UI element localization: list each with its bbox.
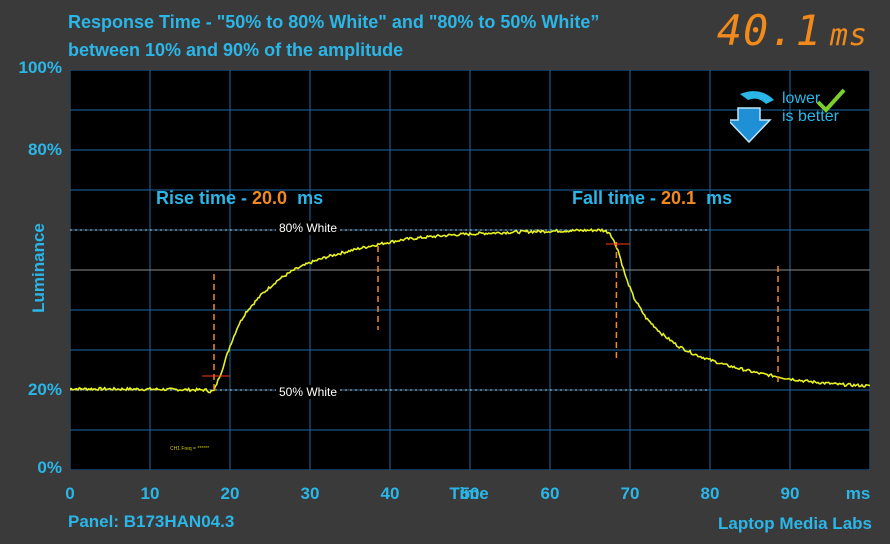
x-tick-label: 0 xyxy=(65,484,75,503)
panel-model: Panel: B173HAN04.3 xyxy=(68,512,235,531)
plot-area: Rise time - 20.0 ms Fall time - 20.1 ms … xyxy=(70,70,870,470)
total-response-time: 40.1 ms xyxy=(717,6,868,55)
scope-note: CH1 Freq = ****** xyxy=(170,446,210,452)
ref-label-80-white: 80% White xyxy=(276,221,341,235)
fall-time-text: Fall time - xyxy=(572,188,662,208)
down-arrow-check-icon xyxy=(730,91,774,144)
chart-title-line1: Response Time - "50% to 80% White" and "… xyxy=(68,12,600,32)
total-value: 40.1 xyxy=(716,6,822,55)
fall-time-value: 20.1 xyxy=(661,188,697,208)
chart-title: Response Time - "50% to 80% White" and "… xyxy=(68,8,708,64)
brand-label: Laptop Media Labs xyxy=(718,514,872,533)
x-tick-label: 90 xyxy=(780,484,800,503)
x-tick-label: 70 xyxy=(620,484,640,503)
rise-time-label: Rise time - 20.0 ms xyxy=(156,188,323,209)
signal-trace xyxy=(70,227,870,394)
fall-time-label: Fall time - 20.1 ms xyxy=(572,188,732,209)
y-tick-20: 20% xyxy=(27,380,62,399)
badge-text: lower is better xyxy=(782,90,839,126)
response-chart-svg xyxy=(70,70,870,470)
chart-title-line2: between 10% and 90% of the amplitude xyxy=(68,40,404,60)
badge-line2: is better xyxy=(782,108,839,125)
x-axis-unit: ms xyxy=(845,484,871,503)
x-tick-label: 60 xyxy=(540,484,560,503)
rise-time-unit: ms xyxy=(297,188,324,208)
x-tick-label: 30 xyxy=(300,484,320,503)
lower-is-better-badge: lower is better xyxy=(730,86,850,146)
fall-time-unit: ms xyxy=(706,188,733,208)
x-tick-label: 50 xyxy=(460,484,480,503)
y-tick-100: 100% xyxy=(18,58,62,77)
x-tick-label: 10 xyxy=(140,484,160,503)
x-axis-label: Time xyxy=(449,484,489,503)
y-axis-label: Luminance xyxy=(28,223,48,313)
ref-label-50-white: 50% White xyxy=(276,385,341,399)
rise-time-text: Rise time - xyxy=(156,188,253,208)
total-unit: ms xyxy=(829,18,868,53)
badge-line1: lower xyxy=(782,90,821,107)
x-tick-label: 40 xyxy=(380,484,400,503)
y-tick-80: 80% xyxy=(27,140,62,159)
x-tick-label: 20 xyxy=(220,484,240,503)
x-tick-label: 80 xyxy=(700,484,720,503)
rise-time-value: 20.0 xyxy=(252,188,288,208)
check-icon xyxy=(816,88,846,113)
y-tick-0: 0% xyxy=(37,458,62,477)
